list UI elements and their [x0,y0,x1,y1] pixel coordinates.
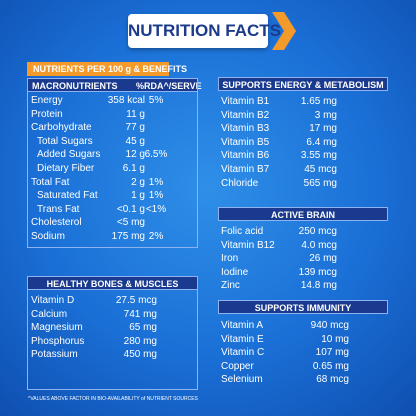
section-header: SUPPORTS IMMUNITY [218,300,388,314]
col: %RDA^/SERVE [136,81,202,91]
rda-value: 2% [148,231,164,242]
nutrient-name: Vitamin B5 [221,136,270,148]
title: NUTRITION FACTS [128,14,281,48]
nutrient-name: Dietary Fiber [37,163,95,174]
section-header: NUTRIENTS PER 100 g & BENEFITS [27,62,187,76]
nutrient-name: Iron [221,253,239,265]
nutrient-amount: <5 mg [116,217,145,229]
nutrient-amount: 14.8 mg [300,280,337,292]
nutrient-amount: 358 kcal [107,95,145,106]
rda-value: 6.5% [144,149,168,161]
nutrient-name: Vitamin B2 [221,109,270,121]
nutrient-amount: 11 g [126,108,145,120]
nutrient-amount: 107 mg [315,347,349,359]
nutrient-amount: 1.65 mg [300,96,337,107]
rda-value: 1% [148,190,164,202]
nutrient-name: Vitamin E [221,333,264,345]
nutrient-name: Phosphorus [31,335,85,347]
nutrient-amount: 250 mcg [298,226,337,237]
section-header: ACTIVE BRAIN [218,207,388,221]
nutrient-amount: 17 mg [309,123,337,135]
nutrient-amount: 68 mcg [316,374,349,386]
nutrient-amount: 2 g [131,176,145,188]
nutrient-name: Carbohydrate [31,122,92,134]
nutrient-amount: 45 g [125,135,145,147]
nutrient-name: Vitamin B1 [221,96,270,107]
nutrient-name: Energy [31,95,63,106]
nutrient-name: Vitamin B12 [221,239,275,251]
nutrient-amount: 139 mcg [298,266,337,278]
panel [27,78,198,248]
nutrient-amount: 280 mg [123,335,157,347]
nutrient-amount: 10 mg [321,333,349,345]
nutrient-amount: 26 mg [309,253,337,265]
nutrient-amount: 3.55 mg [300,150,337,162]
nutrient-name: Vitamin D [31,295,75,306]
nutrient-name: Chloride [221,177,259,189]
nutrient-amount: 450 mg [123,349,157,361]
chevron [272,12,296,50]
section-header: SUPPORTS ENERGY & METABOLISM [218,77,388,91]
nutrient-amount: 12 g [125,149,145,161]
nutrient-amount: 565 mg [303,177,337,189]
nutrient-amount: 4.0 mcg [301,239,337,251]
col: MACRONUTRIENTS [32,81,118,91]
nutrient-amount: 175 mg [111,231,145,242]
nutrient-name: Vitamin A [221,320,264,331]
nutrient-name: Magnesium [31,322,83,334]
rda-value: 5% [148,95,164,106]
nutrient-name: Saturated Fat [37,190,98,202]
nutrient-name: Calcium [31,308,68,320]
nutrient-amount: 6.4 mg [306,136,337,148]
nutrient-name: Selenium [221,374,263,386]
nutrient-amount: 45 mcg [304,164,337,175]
nutrient-name: Potassium [31,349,78,361]
nutrient-name: Vitamin B3 [221,123,270,135]
nutrient-name: Vitamin B7 [221,164,270,175]
nutrient-name: Total Fat [31,176,70,188]
nutrient-amount: 0.65 mg [312,360,349,372]
nutrient-amount: 741 mg [123,308,157,320]
nutrient-amount: 1 g [131,190,145,202]
nutrient-name: Sodium [31,231,65,242]
rda-value: 1% [148,176,164,188]
nutrient-name: Vitamin C [221,347,265,359]
nutrient-name: Vitamin B6 [221,150,270,162]
nutrient-amount: 27.5 mcg [115,295,157,306]
section-header: HEALTHY BONES & MUSCLES [27,276,198,290]
nutrient-name: Copper [221,360,254,372]
nutrient-name: Cholesterol [31,217,82,229]
nutrient-amount: 6.1 g [122,163,145,174]
nutrient-name: Protein [31,108,63,120]
nutrient-name: Zinc [221,280,240,292]
nutrient-amount: <0.1 g [116,203,145,215]
nutrient-amount: 77 g [125,122,145,134]
nutrient-name: Trans Fat [37,203,80,215]
nutrient-amount: 65 mg [129,322,157,334]
nutrient-name: Iodine [221,266,249,278]
nutrient-name: Added Sugars [37,149,101,161]
nutrient-amount: 940 mcg [310,320,349,331]
nutrient-name: Total Sugars [37,135,93,147]
footnote: ^VALUES ABOVE FACTOR IN BIO-AVAILABILITY… [28,396,198,402]
nutrient-name: Folic acid [221,226,264,237]
nutrient-amount: 3 mg [314,109,337,121]
rda-value: <1% [145,203,167,215]
